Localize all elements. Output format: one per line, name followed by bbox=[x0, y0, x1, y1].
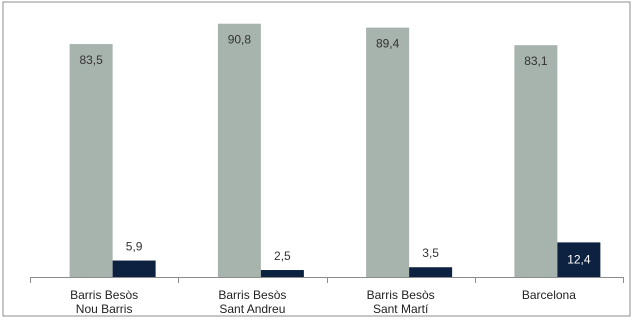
bar-series2-2 bbox=[260, 270, 304, 277]
bar-series2-3 bbox=[409, 267, 453, 277]
chart-border bbox=[2, 1, 631, 317]
bar-series2-1 bbox=[112, 260, 156, 277]
x-tick-label-3-line2: Sant Martí bbox=[373, 302, 429, 316]
data-label-series1-1: 83,5 bbox=[79, 53, 103, 67]
x-tick-label-1-line2: Nou Barris bbox=[76, 302, 133, 316]
x-tick-label-2-line1: Barris Besòs bbox=[218, 288, 286, 302]
bar-series2-4 bbox=[557, 242, 601, 277]
bar-series1-1 bbox=[69, 44, 113, 277]
data-label-series2-2: 2,5 bbox=[274, 249, 291, 263]
bar-series1-4 bbox=[514, 45, 558, 278]
data-label-series2-1: 5,9 bbox=[126, 240, 143, 254]
x-tick-label-1-line1: Barris Besòs bbox=[70, 288, 138, 302]
bar-series1-2 bbox=[217, 23, 261, 277]
data-label-series1-2: 90,8 bbox=[228, 33, 252, 47]
data-label-series2-3: 3,5 bbox=[422, 246, 439, 260]
data-label-series1-4: 83,1 bbox=[524, 54, 548, 68]
bar-series1-3 bbox=[366, 27, 410, 278]
data-label-series2-4: 12,4 bbox=[567, 252, 591, 266]
x-tick-label-2-line2: Sant Andreu bbox=[219, 302, 285, 316]
x-tick-label-3-line1: Barris Besòs bbox=[367, 288, 435, 302]
x-tick-label-4-line1: Barcelona bbox=[522, 288, 576, 302]
data-label-series1-3: 89,4 bbox=[376, 37, 400, 51]
